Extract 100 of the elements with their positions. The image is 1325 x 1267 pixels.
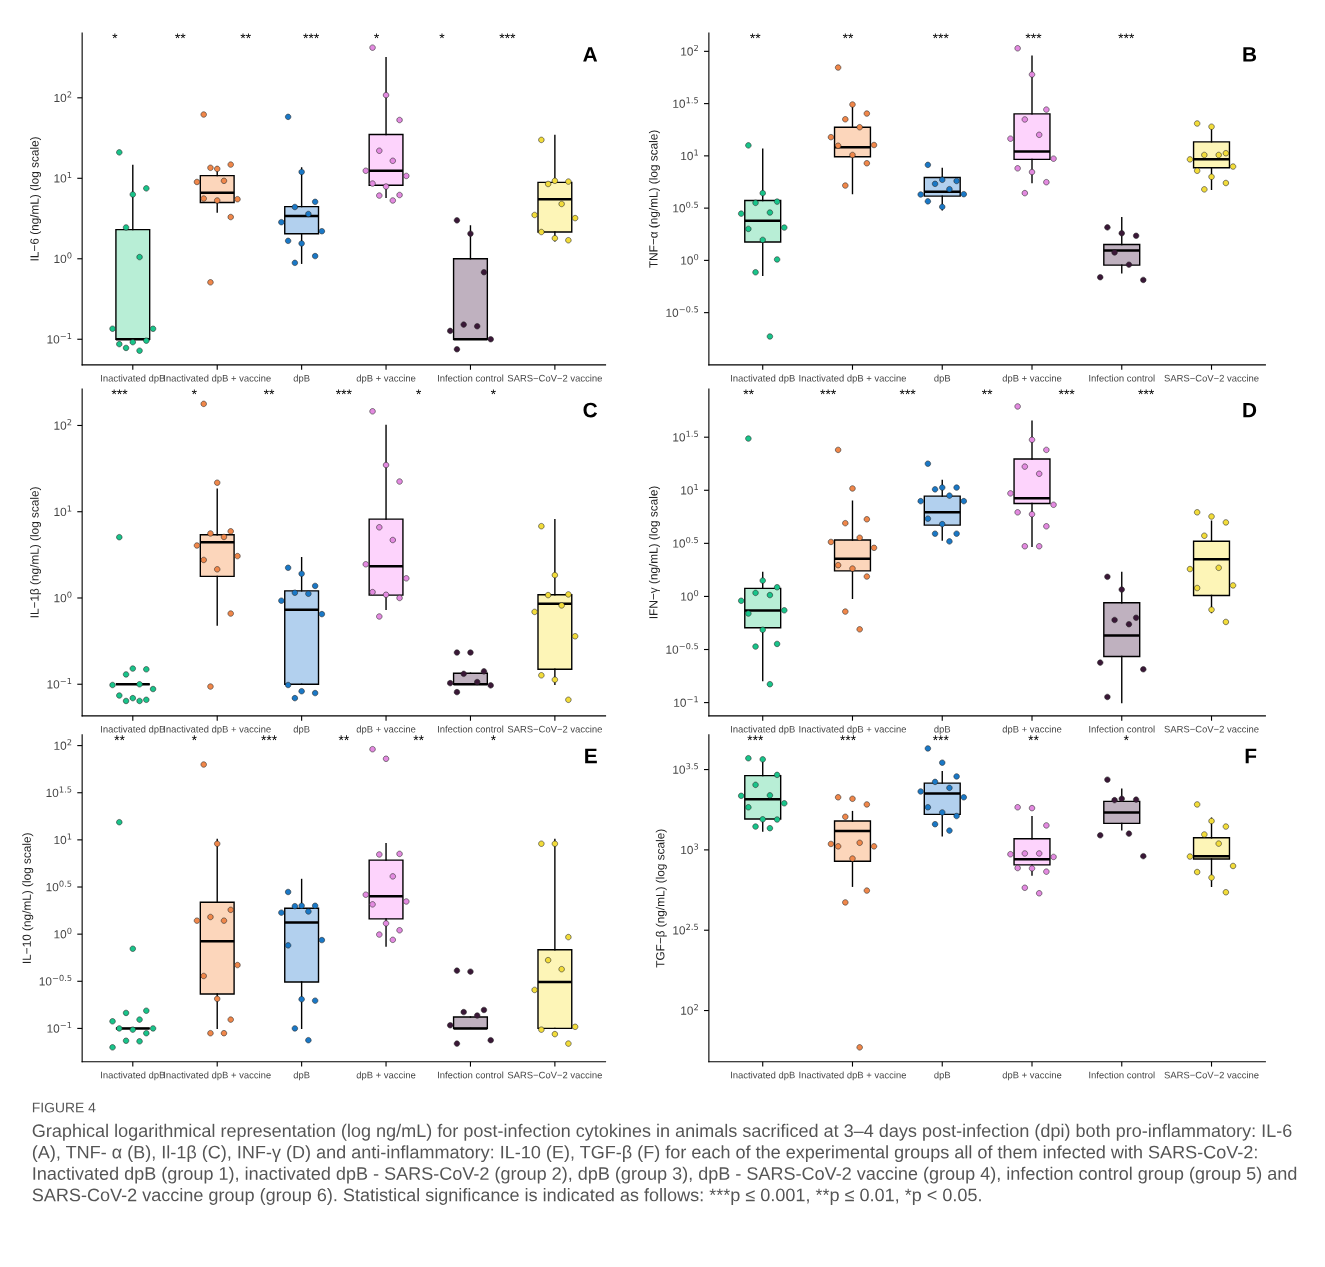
y-tick-label: 10$^{2.5}$ bbox=[673, 923, 699, 935]
y-axis-title: TGF−β (ng/mL) (log scale) bbox=[655, 829, 667, 968]
y-tick-label: 10$^{1}$ bbox=[54, 171, 72, 183]
x-tick-label: Infection control bbox=[1089, 1071, 1155, 1079]
y-tick-label: 10$^{1.5}$ bbox=[46, 786, 72, 798]
text: Graphical logarithmical representation (log ng/mL) for post-infection cytokines in animals sacrificed at 3–4 days post-infection (dpi) both pro-inflammatory: IL-6 (A), TNF- α (B), Il-1β (C), INF-γ (D) and anti-inflammatory: IL-10 (E), TGF-β (F) for each of the experimental groups all of them infected with SARS-CoV-2: Inactivated dpB (group 1), inactivated dpB - SARS-CoV-2 (group 2), dpB (group 3), dpB - SARS-CoV-2 vaccine (group 4), infection control group (group 5) and SARS-CoV-2 vaccine group (group 6). Statistical significance is indicated as follows: ***p ≤ 0.001, **p ≤ 0.01, *p < 0.05. bbox=[32, 1123, 1297, 1205]
y-tick-label: 10$^{2}$ bbox=[681, 44, 698, 56]
y-axis-title: TNF−α (ng/mL) (log scale) bbox=[648, 130, 660, 268]
annotation: ** bbox=[240, 33, 251, 39]
annotation: * bbox=[112, 33, 118, 39]
annotation: *** bbox=[932, 33, 949, 39]
annotation: ** bbox=[263, 389, 275, 395]
y-tick-label: 10$^{3.5}$ bbox=[673, 763, 699, 774]
y-tick-label: 10$^{2}$ bbox=[54, 739, 72, 750]
x-tick-label: SARS−CoV−2 vaccine bbox=[1164, 374, 1259, 382]
annotation: ** bbox=[175, 33, 186, 39]
y-tick-label: 10$^{1.5}$ bbox=[673, 97, 699, 108]
annotation: *** bbox=[840, 735, 856, 741]
y-tick-label: 10$^{0.5}$ bbox=[673, 536, 699, 548]
x-tick-label: dpB bbox=[293, 725, 310, 735]
y-axis-title: IL−6 (ng/mL) (log scale) bbox=[30, 137, 42, 261]
y-tick-label: 10$^{2}$ bbox=[54, 419, 72, 430]
x-tick-label: dpB + vaccine bbox=[1002, 725, 1062, 735]
annotation: ** bbox=[750, 33, 761, 39]
x-tick-label: dpB bbox=[934, 725, 951, 735]
x-tick-label: SARS−CoV−2 vaccine bbox=[507, 725, 602, 733]
annotation: * bbox=[490, 389, 496, 395]
annotation: * bbox=[416, 389, 422, 395]
annotation: *** bbox=[1138, 389, 1155, 395]
annotation: *** bbox=[820, 389, 837, 395]
y-tick-label: 10$^{0.5}$ bbox=[673, 201, 699, 213]
x-tick-label: Inactivated dpB bbox=[731, 725, 795, 735]
y-tick-label: 10$^{0.5}$ bbox=[46, 880, 72, 892]
x-tick-label: Inactivated dpB bbox=[731, 374, 795, 384]
x-tick-label: Inactivated dpB + vaccine bbox=[164, 1071, 271, 1081]
annotation: *** bbox=[499, 33, 516, 39]
y-tick-label: 10$^{1}$ bbox=[681, 149, 698, 161]
x-tick-label: dpB + vaccine bbox=[1002, 1071, 1062, 1081]
y-tick-label: 10$^{0}$ bbox=[681, 253, 699, 265]
annotation: ** bbox=[413, 735, 424, 741]
annotation: *** bbox=[1025, 33, 1042, 39]
annotation: ** bbox=[743, 389, 754, 395]
annotation: ** bbox=[114, 735, 125, 741]
annotation: * bbox=[490, 735, 496, 741]
y-tick-label: 10$^{2}$ bbox=[681, 1004, 698, 1015]
x-tick-label: Infection control bbox=[1089, 725, 1155, 733]
y-tick-label: 10$^{0}$ bbox=[54, 591, 72, 603]
y-tick-label: 10$^{−1}$ bbox=[47, 1022, 72, 1033]
annotation: ** bbox=[338, 735, 350, 741]
caption: FIGURE 4 bbox=[32, 1102, 96, 1113]
x-tick-label: Inactivated dpB + vaccine bbox=[164, 374, 271, 384]
y-axis-title: IL−1β (ng/mL) (log scale) bbox=[30, 487, 42, 618]
y-tick-label: 10$^{−1}$ bbox=[674, 696, 698, 707]
x-tick-label: Inactivated dpB + vaccine bbox=[799, 1071, 907, 1081]
annotation: * bbox=[191, 389, 197, 395]
annotation: * bbox=[439, 33, 445, 39]
y-tick-label: 10$^{0}$ bbox=[54, 252, 72, 264]
y-axis-title: IFN−γ (ng/mL) (log scale) bbox=[648, 486, 660, 619]
x-tick-label: Inactivated dpB bbox=[731, 1071, 795, 1081]
annotation: ** bbox=[981, 389, 993, 395]
annotation: * bbox=[374, 33, 380, 39]
y-tick-label: 10$^{1}$ bbox=[681, 483, 698, 495]
x-tick-label: Inactivated dpB bbox=[101, 374, 165, 384]
x-tick-label: dpB + vaccine bbox=[356, 1071, 416, 1081]
x-tick-label: Infection control bbox=[1089, 374, 1155, 382]
y-tick-label: 10$^{1}$ bbox=[54, 505, 72, 517]
x-tick-label: dpB + vaccine bbox=[356, 725, 416, 735]
x-tick-label: dpB + vaccine bbox=[356, 374, 416, 384]
x-tick-label: dpB bbox=[934, 374, 951, 384]
text: D bbox=[1243, 402, 1257, 418]
text: F bbox=[1245, 748, 1257, 764]
text: C bbox=[583, 402, 598, 418]
y-tick-label: 10$^{1.5}$ bbox=[673, 430, 699, 442]
x-tick-label: SARS−CoV−2 vaccine bbox=[1164, 725, 1259, 733]
x-tick-label: Inactivated dpB bbox=[101, 1071, 165, 1081]
x-tick-label: Infection control bbox=[438, 725, 504, 733]
y-tick-label: 10$^{−0.5}$ bbox=[39, 974, 72, 986]
x-tick-label: SARS−CoV−2 vaccine bbox=[1164, 1071, 1259, 1079]
y-tick-label: 10$^{−0.5}$ bbox=[666, 643, 699, 654]
x-tick-label: dpB bbox=[293, 374, 310, 384]
annotation: *** bbox=[899, 389, 916, 395]
x-tick-label: SARS−CoV−2 vaccine bbox=[507, 1071, 602, 1079]
annotation: * bbox=[1123, 735, 1129, 741]
y-tick-label: 10$^{−1}$ bbox=[47, 332, 72, 344]
y-axis-title: IL−10 (ng/mL) (log scale) bbox=[22, 833, 34, 963]
text: A bbox=[583, 47, 598, 62]
x-tick-label: Inactivated dpB bbox=[101, 725, 165, 735]
annotation: * bbox=[191, 735, 197, 741]
annotation: *** bbox=[111, 389, 128, 395]
x-tick-label: Inactivated dpB + vaccine bbox=[799, 374, 907, 384]
x-tick-label: dpB + vaccine bbox=[1002, 374, 1062, 384]
y-tick-label: 10$^{2}$ bbox=[54, 91, 72, 103]
annotation: *** bbox=[1058, 389, 1075, 395]
y-tick-label: 10$^{0}$ bbox=[681, 589, 699, 601]
annotation: ** bbox=[842, 33, 854, 39]
x-tick-label: dpB bbox=[293, 1071, 310, 1081]
x-tick-label: Inactivated dpB + vaccine bbox=[799, 725, 907, 735]
annotation: *** bbox=[335, 389, 352, 395]
y-tick-label: 10$^{−1}$ bbox=[47, 677, 72, 689]
x-tick-label: dpB bbox=[934, 1071, 951, 1081]
